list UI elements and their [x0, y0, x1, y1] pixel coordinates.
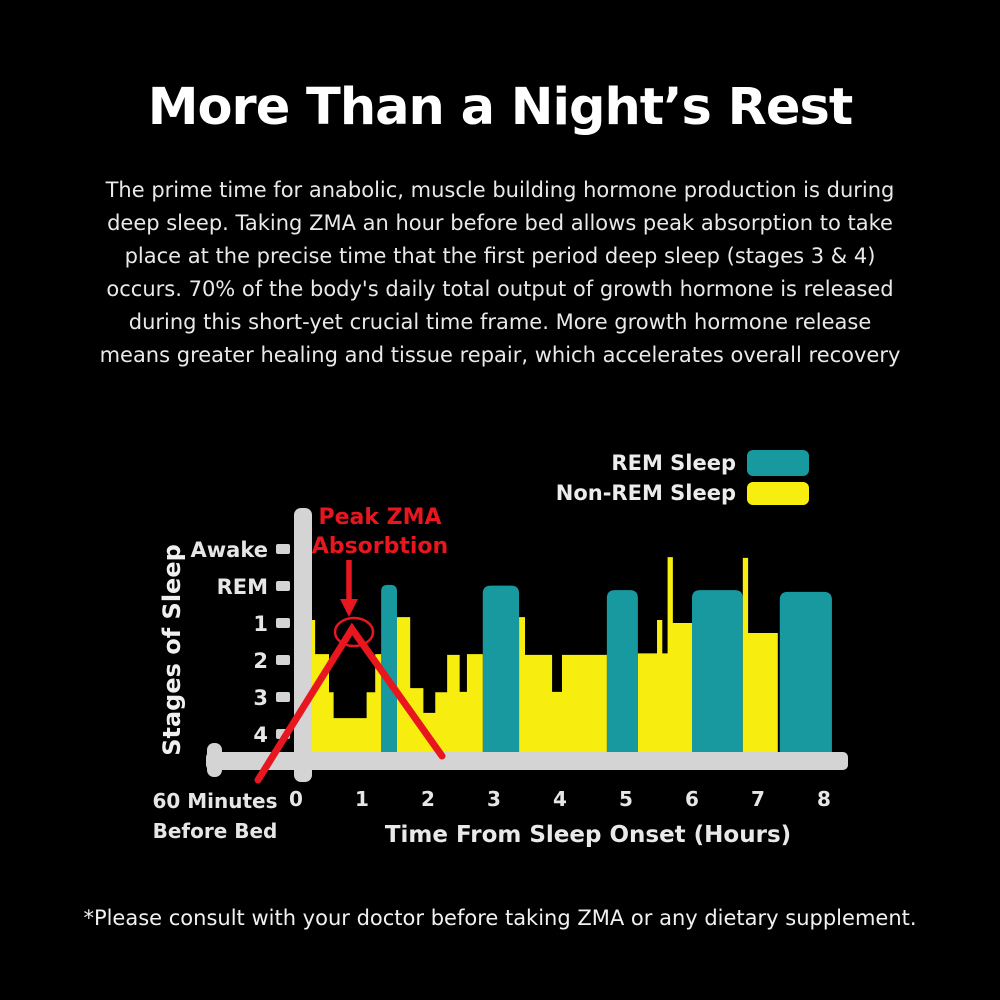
x-tick-label: 7	[751, 787, 765, 811]
paragraph-line: occurs. 70% of the body's daily total ou…	[106, 277, 894, 301]
x-axis-bar	[206, 752, 848, 770]
nonrem-sleep-area	[307, 620, 382, 753]
zma-absorption-curve	[254, 622, 446, 784]
x-tick-label: 1	[355, 787, 369, 811]
rem-sleep-bar	[381, 584, 397, 753]
y-tick-label: 3	[253, 686, 268, 710]
y-tick-label: 4	[253, 723, 268, 747]
paragraph-line: place at the precise time that the first…	[124, 244, 876, 268]
legend-row-rem: REM Sleep	[611, 450, 809, 476]
y-tick-label: Awake	[191, 538, 268, 562]
disclaimer: *Please consult with your doctor before …	[83, 906, 917, 930]
y-tick-mark	[276, 692, 290, 702]
peak-highlight-circle	[333, 616, 375, 648]
y-tick-mark	[276, 544, 290, 554]
y-tick-mark	[276, 655, 290, 665]
x-tick-label: 0	[289, 787, 303, 811]
y-tick-label: 1	[253, 612, 268, 636]
paragraph-line: The prime time for anabolic, muscle buil…	[105, 178, 895, 202]
rem-sleep-bar	[779, 591, 832, 753]
intro-paragraph: The prime time for anabolic, muscle buil…	[0, 174, 1000, 372]
chart-legend: REM Sleep Non-REM Sleep	[556, 450, 809, 505]
x-origin-label: 60 Minutes Before Bed	[152, 789, 278, 843]
x-tick-label: 2	[421, 787, 435, 811]
x-tick-label: 8	[817, 787, 831, 811]
paragraph-line: means greater healing and tissue repair,…	[99, 343, 901, 367]
paragraph-line: deep sleep. Taking ZMA an hour before be…	[107, 211, 893, 235]
y-axis-title: Stages of Sleep	[158, 544, 186, 756]
nonrem-sleep-area	[637, 557, 692, 753]
x-tick-label: 3	[487, 787, 501, 811]
x-tick-label: 4	[553, 787, 567, 811]
paragraph-line: during this short-yet crucial time frame…	[128, 310, 872, 334]
legend-label-rem: REM Sleep	[611, 451, 736, 475]
y-tick-mark	[276, 618, 290, 628]
x-tick-label: 5	[619, 787, 633, 811]
x-axis-title: Time From Sleep Onset (Hours)	[384, 822, 792, 848]
peak-zma-annotation-label: Peak ZMA Absorbtion	[311, 505, 449, 559]
y-axis-bar	[294, 508, 312, 782]
legend-row-nonrem: Non-REM Sleep	[556, 481, 809, 505]
annotation-arrow-head	[340, 599, 358, 617]
page-title: More Than a Night’s Rest	[147, 78, 853, 137]
legend-swatch-nonrem	[747, 481, 809, 505]
nonrem-sleep-area	[742, 557, 778, 753]
y-tick-label: REM	[217, 575, 268, 599]
y-tick-mark	[276, 581, 290, 591]
x-tick-label: 6	[685, 787, 699, 811]
nonrem-sleep-area	[519, 617, 607, 753]
nonrem-sleep-area	[396, 617, 483, 753]
rem-sleep-bar	[606, 590, 638, 753]
rem-sleep-bar	[482, 585, 520, 753]
y-tick-label: 2	[253, 649, 268, 673]
rem-sleep-bar	[692, 590, 743, 753]
legend-label-nonrem: Non-REM Sleep	[555, 481, 736, 505]
legend-swatch-rem	[747, 450, 809, 476]
